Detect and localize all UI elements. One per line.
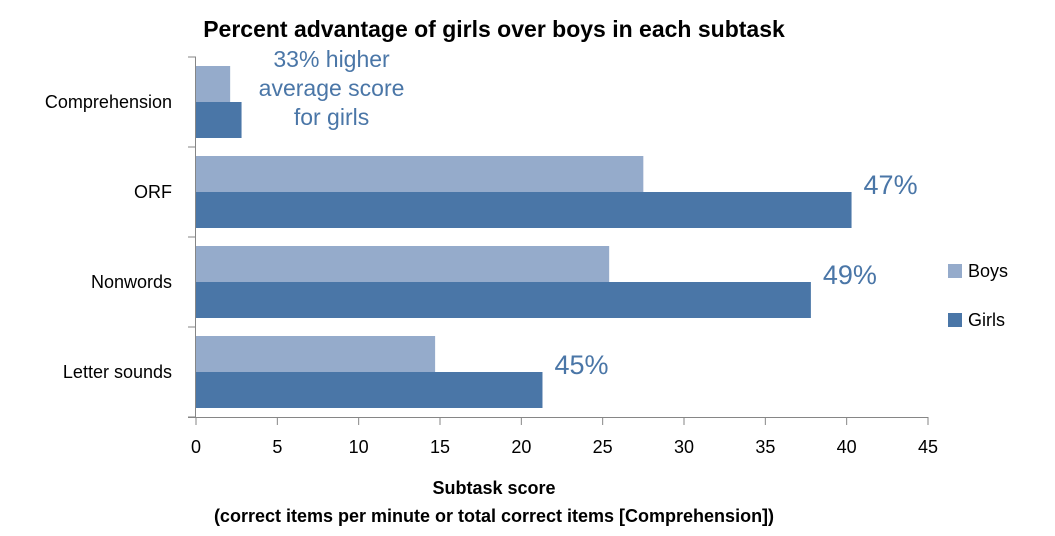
bar-boys-nonwords	[196, 246, 610, 282]
annotation-comprehension: 33% higher average score for girls	[259, 46, 405, 130]
annotation-orf: 47%	[864, 170, 918, 200]
x-axis-subtitle: (correct items per minute or total corre…	[214, 506, 774, 526]
x-tick-label: 0	[191, 437, 201, 457]
bars-layer	[196, 66, 852, 408]
x-tick-label: 5	[272, 437, 282, 457]
annotations-layer: 33% higher average score for girls 47% 49% 45…	[259, 46, 918, 380]
legend-swatch-girls	[948, 313, 962, 327]
x-tick-label: 20	[511, 437, 531, 457]
legend-swatch-boys	[948, 264, 962, 278]
category-label-letter-sounds: Letter sounds	[63, 362, 172, 382]
x-tick-label: 15	[430, 437, 450, 457]
x-tick-label: 25	[593, 437, 613, 457]
labels-layer: 0 5 10 15 20 25 30 35 40 45 Comprehension ORF Nonwor…	[45, 92, 938, 457]
axes-layer	[188, 56, 929, 425]
bar-girls-nonwords	[196, 282, 811, 318]
category-label-nonwords: Nonwords	[91, 272, 172, 292]
bar-girls-letter-sounds	[196, 372, 543, 408]
x-tick-label: 10	[349, 437, 369, 457]
x-tick-label: 45	[918, 437, 938, 457]
x-axis-title: Subtask score	[432, 478, 555, 498]
x-tick-label: 40	[837, 437, 857, 457]
x-tick-label: 30	[674, 437, 694, 457]
chart-title: Percent advantage of girls over boys in …	[203, 16, 785, 42]
legend-layer: Boys Girls	[948, 261, 1008, 330]
bar-boys-letter-sounds	[196, 336, 436, 372]
bar-girls-orf	[196, 192, 852, 228]
category-label-orf: ORF	[134, 182, 172, 202]
x-tick-label: 35	[755, 437, 775, 457]
category-label-comprehension: Comprehension	[45, 92, 172, 112]
bar-boys-orf	[196, 156, 644, 192]
annotation-letter-sounds: 45%	[554, 350, 608, 380]
bar-boys-comprehension	[196, 66, 231, 102]
annotation-nonwords: 49%	[823, 260, 877, 290]
legend-label-girls: Girls	[968, 310, 1005, 330]
bar-girls-comprehension	[196, 102, 242, 138]
legend-label-boys: Boys	[968, 261, 1008, 281]
